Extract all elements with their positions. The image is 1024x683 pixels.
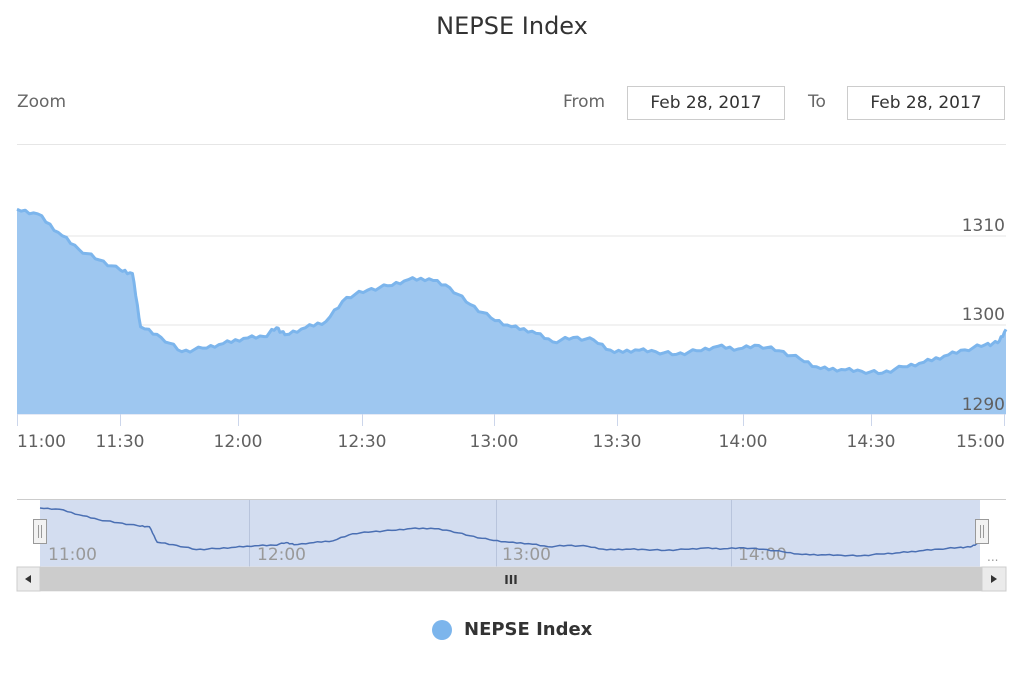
x-tick-1300: 13:00 [470, 432, 519, 452]
navigator-label-1200: 12:00 [257, 545, 306, 565]
navigator-ellipsis: ... [987, 550, 998, 564]
range-selector-divider [17, 144, 1006, 145]
navigator-label-1100: 11:00 [48, 545, 97, 565]
series-line-nepse-index[interactable] [16, 207, 1008, 376]
x-tick-1430: 14:30 [847, 432, 896, 452]
scrollbar[interactable]: III [16, 566, 1007, 592]
y-tick-1310: 1310 [962, 216, 1005, 236]
scrollbar-grip-icon: III [504, 573, 517, 587]
x-tick-1130: 11:30 [96, 432, 145, 452]
legend-marker-icon [432, 619, 452, 640]
x-tick-1230: 12:30 [338, 432, 387, 452]
x-tick-1100: 11:00 [17, 432, 66, 452]
navigator[interactable]: 11:00 12:00 13:00 14:00 ... [17, 499, 1006, 568]
x-tick-1400: 14:00 [719, 432, 768, 452]
scrollbar-thumb[interactable] [40, 567, 982, 591]
from-label: From [563, 92, 606, 112]
legend-label: NEPSE Index [464, 619, 593, 640]
x-axis-ticks [17, 414, 1005, 426]
y-tick-1290: 1290 [962, 395, 1005, 415]
series-area-nepse-index[interactable] [17, 209, 1006, 414]
from-date-input[interactable]: Feb 28, 2017 [627, 86, 785, 120]
to-date-input[interactable]: Feb 28, 2017 [847, 86, 1005, 120]
x-tick-1200: 12:00 [214, 432, 263, 452]
navigator-right-handle[interactable] [975, 519, 989, 544]
x-tick-1330: 13:30 [593, 432, 642, 452]
legend-item-nepse-index[interactable]: NEPSE Index [432, 619, 592, 640]
to-label: To [808, 92, 826, 112]
navigator-label-1300: 13:00 [502, 545, 551, 565]
x-tick-1500: 15:00 [956, 432, 1005, 452]
y-tick-1300: 1300 [962, 305, 1005, 325]
scroll-right-arrow-icon [991, 575, 997, 583]
navigator-series-line [39, 507, 979, 557]
zoom-label: Zoom [17, 92, 67, 112]
scroll-left-arrow-icon [25, 575, 31, 583]
chart-title: NEPSE Index [436, 12, 588, 40]
navigator-selected-range[interactable] [40, 500, 980, 567]
navigator-left-handle[interactable] [33, 519, 47, 544]
